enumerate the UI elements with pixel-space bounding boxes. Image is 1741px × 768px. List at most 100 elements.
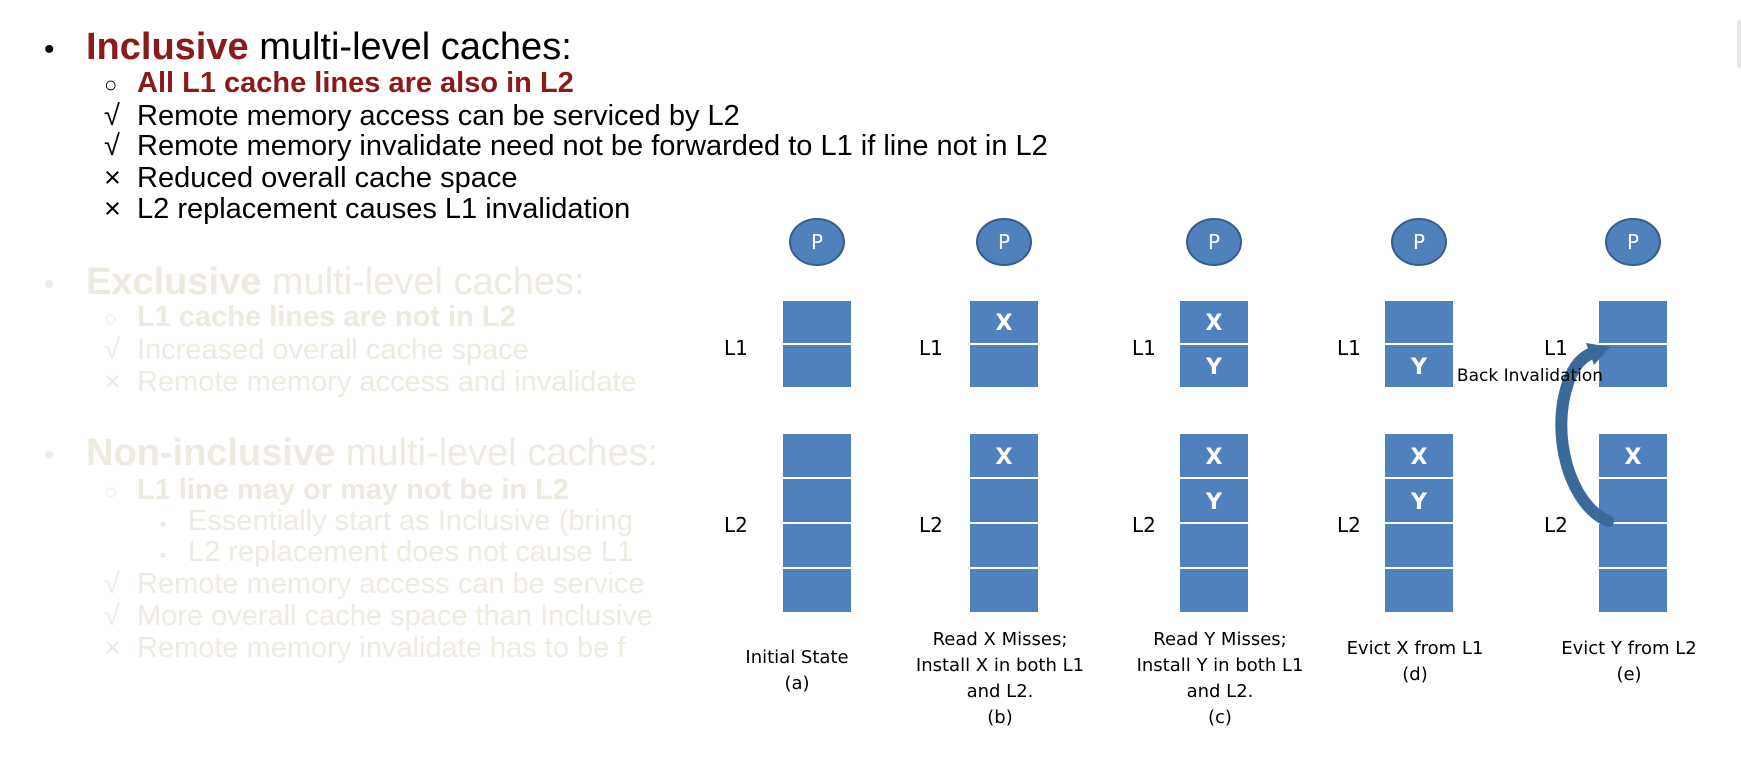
processor-label: P — [998, 230, 1010, 254]
l2-cache-line — [968, 522, 1040, 569]
exclusive-keyword: Exclusive — [86, 261, 262, 303]
l2-cache-line — [1178, 567, 1250, 614]
noninclusive-keyword: Non-inclusive — [86, 432, 336, 474]
panel-caption: Read X Misses; — [933, 629, 1068, 650]
panel-caption: and L2. — [1187, 681, 1254, 702]
cross-mark: × — [104, 632, 121, 664]
exclusive-point: × Remote memory access and invalidate — [104, 366, 637, 398]
subsub-text: Essentially start as Inclusive (bring — [188, 505, 633, 537]
processor-label: P — [1413, 230, 1425, 254]
circle-marker: ○ — [104, 306, 118, 331]
noninclusive-subsubpoint: ▪ Essentially start as Inclusive (bring — [160, 505, 633, 540]
l2-line-value: X — [1206, 445, 1223, 470]
square-marker: ▪ — [160, 514, 167, 534]
l1-cache-line — [1597, 299, 1669, 345]
point-text: Remote memory access can be service — [137, 568, 645, 600]
processor-label: P — [1627, 230, 1639, 254]
point-text: Remote memory invalidate has to be f — [137, 632, 626, 664]
l1-line-value: X — [996, 311, 1013, 336]
l2-cache-line — [1383, 522, 1455, 569]
l1-label: L1 — [1132, 336, 1156, 360]
slide-edge-scroll-indicator — [1737, 20, 1741, 68]
panel-caption: (b) — [987, 707, 1012, 728]
panel-caption: (c) — [1208, 707, 1232, 728]
circle-marker: ○ — [104, 479, 118, 504]
panel-caption: (a) — [784, 673, 809, 694]
noninclusive-subsubpoint: ▪ L2 replacement does not cause L1 — [160, 536, 633, 571]
point-text: Remote memory access can be serviced by … — [137, 100, 740, 132]
l2-cache-line — [781, 522, 853, 569]
l2-line-value: X — [1625, 445, 1642, 470]
exclusive-subpoint: ○ L1 cache lines are not in L2 — [104, 301, 516, 335]
l2-cache-line — [1597, 567, 1669, 614]
noninclusive-point: √ Remote memory access can be service — [104, 568, 645, 600]
circle-marker: ○ — [104, 72, 118, 97]
square-marker: ▪ — [160, 545, 167, 565]
processor-label: P — [811, 230, 823, 254]
l1-line-value: Y — [1205, 355, 1223, 380]
inclusive-keyword: Inclusive — [86, 26, 249, 68]
inclusive-subpoint: ○ All L1 cache lines are also in L2 — [104, 67, 574, 101]
l1-line-value: X — [1206, 311, 1223, 336]
back-invalidation-arrow — [1555, 346, 1614, 527]
l1-cache-line — [1597, 343, 1669, 389]
noninclusive-point: × Remote memory invalidate has to be f — [104, 632, 625, 664]
panel-caption: Install Y in both L1 — [1137, 655, 1304, 676]
noninclusive-point: √ More overall cache space than Inclusiv… — [104, 600, 653, 632]
processor-node — [976, 218, 1032, 266]
l1-cache-line — [1383, 299, 1455, 345]
inclusive-subpoint-text: All L1 cache lines are also in L2 — [137, 67, 574, 99]
l2-line-value: Y — [1410, 490, 1428, 515]
cache-diagram: P L1 L2 Initial State (a) P L1 X L2 X Read X Misse… — [690, 205, 1741, 763]
l2-line-value: Y — [1205, 490, 1223, 515]
processor-node — [789, 218, 845, 266]
back-invalidation-label: Back Invalidation — [1457, 366, 1603, 386]
panel-caption: Evict Y from L2 — [1561, 638, 1697, 659]
noninclusive-heading-rest: multi-level caches: — [335, 432, 659, 474]
exclusive-point: √ Increased overall cache space — [104, 334, 529, 366]
point-text: L2 replacement causes L1 invalidation — [137, 193, 631, 225]
l2-cache-line — [1597, 522, 1669, 569]
exclusive-heading-rest: multi-level caches: — [261, 261, 585, 303]
panel-caption: Evict X from L1 — [1347, 638, 1484, 659]
l2-cache-line — [1383, 432, 1455, 479]
l1-cache-line — [1178, 343, 1250, 389]
exclusive-subpoint-text: L1 cache lines are not in L2 — [137, 301, 516, 333]
check-mark: √ — [104, 100, 120, 132]
inclusive-point: × L2 replacement causes L1 invalidation — [104, 193, 630, 225]
cross-mark: × — [104, 366, 121, 398]
back-invalidation-arrowhead — [1586, 343, 1610, 365]
l2-cache-line — [968, 477, 1040, 524]
l2-label: L2 — [1337, 513, 1361, 537]
processor-node — [1186, 218, 1242, 266]
l2-cache-line — [781, 477, 853, 524]
panel-caption: (e) — [1616, 664, 1641, 685]
panel-caption: (d) — [1402, 664, 1427, 685]
panel-caption: Initial State — [745, 647, 848, 668]
processor-label: P — [1208, 230, 1220, 254]
check-mark: √ — [104, 130, 120, 162]
l2-cache-line — [781, 567, 853, 614]
check-mark: √ — [104, 334, 120, 366]
l2-cache-line — [1178, 477, 1250, 524]
check-mark: √ — [104, 568, 120, 600]
bullet-marker: • — [44, 33, 55, 66]
l1-cache-line — [968, 343, 1040, 389]
l2-label: L2 — [919, 513, 943, 537]
l1-cache-line — [1383, 343, 1455, 389]
l1-label: L1 — [1544, 336, 1568, 360]
point-text: Increased overall cache space — [137, 334, 529, 366]
bullet-marker: • — [44, 439, 55, 472]
l2-cache-line — [1383, 567, 1455, 614]
noninclusive-subpoint-text: L1 line may or may not be in L2 — [137, 474, 569, 506]
cross-mark: × — [104, 193, 121, 225]
l2-cache-line — [1178, 522, 1250, 569]
l2-cache-line — [781, 432, 853, 479]
processor-node — [1605, 218, 1661, 266]
bullet-marker: • — [44, 268, 55, 301]
l1-cache-line — [1178, 299, 1250, 345]
point-text: More overall cache space than Inclusive — [137, 600, 653, 632]
point-text: Remote memory invalidate need not be for… — [137, 130, 1048, 162]
point-text: Reduced overall cache space — [137, 162, 518, 194]
l1-label: L1 — [724, 336, 748, 360]
